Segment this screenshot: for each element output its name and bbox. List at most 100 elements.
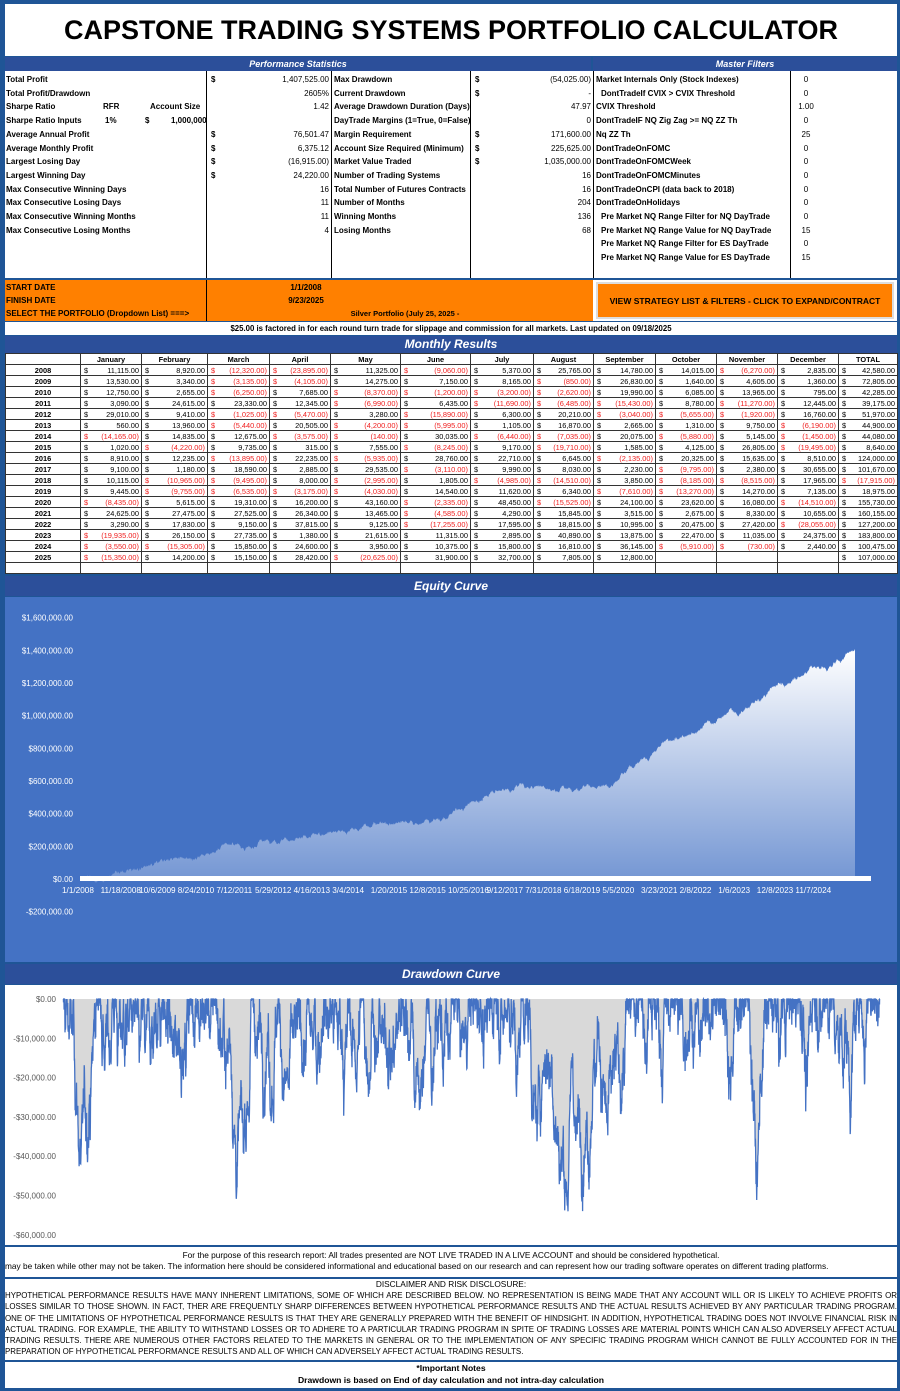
currency-symbol: $ [145, 475, 150, 485]
filter-label: DontTradeIF NQ Zig Zag >= NQ ZZ Th [596, 116, 738, 126]
sharpe-input-rfr-label: RFR [103, 102, 120, 112]
filter-value[interactable]: 0 [803, 75, 809, 84]
value: 29,010.00 [106, 409, 139, 419]
month-value-cell: $26,805.00 [716, 441, 778, 453]
currency-symbol: $ [659, 398, 664, 408]
filter-value[interactable]: 0 [803, 212, 809, 221]
view-strategy-list-button[interactable]: VIEW STRATEGY LIST & FILTERS - CLICK TO … [596, 282, 894, 319]
value: 2,895.00 [502, 530, 531, 540]
currency-symbol: $ [211, 552, 216, 562]
filter-value[interactable]: 15 [801, 253, 811, 263]
filter-value[interactable]: 15 [801, 225, 811, 235]
currency-symbol: $ [720, 420, 725, 430]
stat-value: 16 [582, 184, 591, 194]
year-cell: 2023 [5, 529, 81, 541]
month-value-cell: $23,620.00 [655, 496, 717, 508]
currency-symbol: $ [84, 376, 89, 386]
month-value-cell: $13,530.00 [80, 375, 142, 387]
month-value-cell: $2,885.00 [269, 463, 331, 475]
currency-symbol: $ [537, 365, 542, 375]
value: (8,245.00) [434, 442, 468, 452]
value: (6,190.00) [802, 420, 836, 430]
filter-label: Pre Market NQ Range Value for ES DayTrad… [601, 253, 770, 263]
month-value-cell: $12,345.00 [269, 397, 331, 409]
filter-value[interactable]: 0 [803, 184, 809, 194]
currency-symbol: $ [659, 420, 664, 430]
value: (5,995.00) [434, 420, 468, 430]
value: (4,200.00) [364, 420, 398, 430]
currency-symbol: $ [84, 431, 89, 441]
currency-symbol: $ [404, 453, 409, 463]
filter-value[interactable]: 0 [803, 198, 809, 208]
currency-symbol: $ [597, 541, 602, 551]
filter-value[interactable]: 0 [803, 143, 809, 153]
sharpe-input-account-cur[interactable]: $ [145, 116, 150, 126]
filter-value[interactable]: 1.00 [798, 102, 814, 112]
month-value-cell: $24,375.00 [777, 529, 839, 541]
stat-label: Account Size Required (Minimum) [334, 143, 464, 153]
filter-value[interactable]: 0 [803, 157, 809, 167]
currency-symbol: $ [597, 519, 602, 529]
currency-symbol: $ [211, 497, 216, 507]
month-value-cell: $ (15,890.00) [400, 408, 471, 420]
currency-symbol: $ [84, 486, 89, 496]
sharpe-input-account[interactable]: 1,000,000 [171, 116, 207, 126]
start-date-value[interactable]: 1/1/2008 [290, 283, 322, 292]
column-header: September [593, 353, 656, 365]
value: 10,995.00 [620, 519, 653, 529]
currency-symbol: $ [537, 519, 542, 529]
value: 37,815.00 [295, 519, 328, 529]
value: (15,890.00) [430, 409, 468, 419]
month-value-cell: $ (14,510.00) [533, 474, 594, 486]
month-value-cell: $ (6,250.00) [207, 386, 270, 398]
stat-label: Largest Losing Day [6, 157, 81, 167]
value: (17,915.00) [857, 475, 895, 485]
currency-symbol: $ [211, 453, 216, 463]
currency-symbol: $ [84, 475, 89, 485]
value: (9,755.00) [171, 486, 205, 496]
month-value-cell: $9,125.00 [330, 518, 401, 530]
value: 22,470.00 [681, 530, 714, 540]
currency-symbol: $ [273, 409, 278, 419]
disclaimer-body: HYPOTHETICAL PERFORMANCE RESULTS HAVE MA… [5, 1291, 897, 1357]
filter-value[interactable]: 0 [803, 88, 809, 98]
month-value-cell: $8,510.00 [777, 452, 839, 464]
sharpe-input-rfr[interactable]: 1% [105, 116, 117, 126]
month-value-cell: $5,615.00 [141, 496, 208, 508]
currency-symbol: $ [211, 365, 216, 375]
month-value-cell: $51,970.00 [838, 408, 898, 420]
currency-symbol: $ [781, 541, 786, 551]
finish-date-value[interactable]: 9/23/2025 [288, 296, 324, 305]
value: 16,810.00 [558, 541, 591, 551]
y-tick-label: $1,600,000.00 [22, 614, 74, 623]
value: 2,230.00 [624, 464, 653, 474]
value: 2,380.00 [746, 464, 775, 474]
filter-value[interactable]: 0 [803, 170, 809, 180]
value: 12,345.00 [295, 398, 328, 408]
equity-curve-chart: $1,600,000.00 $1,400,000.00 $1,200,000.00 $… [5, 597, 897, 962]
table-row: 2024 $ (3,550.00) $ (15,305.00) $15,850.00 $24… [5, 540, 898, 552]
currency-symbol: $ [273, 497, 278, 507]
filter-value[interactable]: 0 [803, 239, 809, 249]
value: 27,475.00 [172, 508, 205, 518]
finish-date-label: FINISH DATE [6, 296, 56, 305]
filter-value[interactable]: 0 [803, 116, 809, 126]
month-value-cell: $2,665.00 [593, 419, 656, 431]
month-value-cell: $ (6,440.00) [470, 430, 534, 442]
year-cell: 2016 [5, 452, 81, 464]
month-value-cell: $ (6,270.00) [716, 364, 778, 376]
value: 16,200.00 [295, 497, 328, 507]
currency-symbol: $ [720, 398, 725, 408]
filter-value[interactable]: 25 [801, 129, 811, 139]
y-tick-label: -$10,000.00 [13, 1034, 56, 1043]
currency-symbol: $ [720, 530, 725, 540]
currency-symbol: $ [659, 365, 664, 375]
value: 8,330.00 [746, 508, 775, 518]
currency-symbol: $ [842, 541, 847, 551]
currency-symbol: $ [842, 497, 847, 507]
value: 24,625.00 [106, 508, 139, 518]
y-tick-label: $400,000.00 [29, 810, 74, 819]
currency-symbol: $ [211, 431, 216, 441]
portfolio-dropdown[interactable]: Silver Portfolio (July 25, 2025 - [350, 309, 460, 318]
value: (11,270.00) [737, 398, 775, 408]
